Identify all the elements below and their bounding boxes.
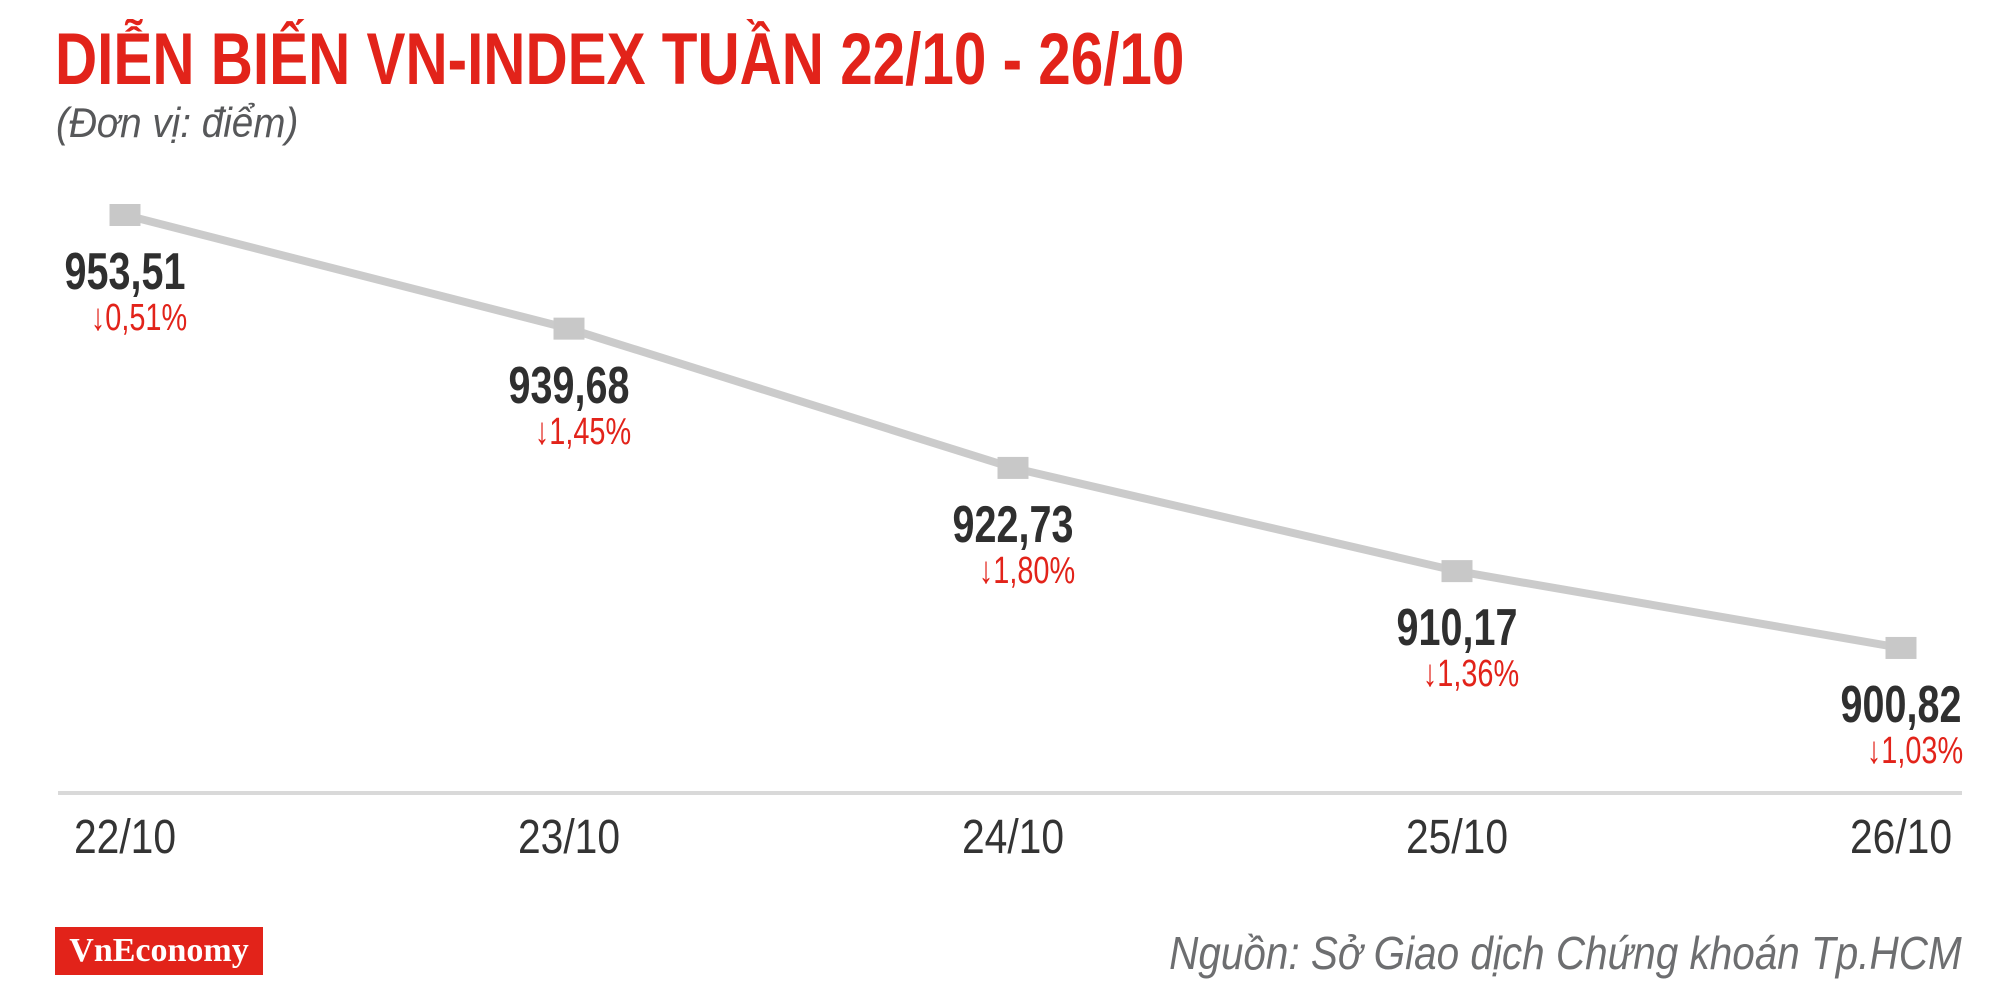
- x-axis-label-26/10: 26/10: [1849, 811, 1953, 864]
- data-point-marker-25/10: [1441, 560, 1473, 583]
- x-axis-label-24/10: 24/10: [961, 811, 1065, 864]
- change-label-26/10: ↓1,03%: [1866, 729, 1964, 772]
- change-label-24/10: ↓1,80%: [978, 549, 1076, 592]
- chart-title: DIỄN BIẾN VN-INDEX TUẦN 22/10 - 26/10: [55, 19, 1185, 100]
- data-point-marker-24/10: [997, 456, 1029, 479]
- x-axis-line: [58, 791, 1962, 795]
- x-axis-label-22/10: 22/10: [73, 811, 177, 864]
- change-label-25/10: ↓1,36%: [1422, 653, 1520, 696]
- change-label-22/10: ↓0,51%: [90, 297, 188, 339]
- vneconomy-logo-text: VnEconomy: [69, 932, 249, 969]
- value-label-22/10: 953,51: [64, 243, 186, 301]
- vneconomy-logo: VnEconomy: [55, 927, 263, 975]
- source-note: Nguồn: Sở Giao dịch Chứng khoán Tp.HCM: [1169, 927, 1962, 979]
- change-label-23/10: ↓1,45%: [534, 410, 632, 453]
- x-axis-label-23/10: 23/10: [517, 811, 621, 864]
- value-label-26/10: 900,82: [1840, 675, 1962, 734]
- data-point-marker-26/10: [1885, 636, 1917, 659]
- chart-unit-note: (Đơn vị: điểm): [56, 99, 299, 146]
- value-label-23/10: 939,68: [508, 356, 630, 415]
- value-label-24/10: 922,73: [952, 495, 1074, 554]
- value-label-25/10: 910,17: [1396, 599, 1518, 658]
- data-point-marker-22/10: [109, 204, 141, 226]
- x-axis-label-25/10: 25/10: [1405, 811, 1509, 864]
- data-point-marker-23/10: [553, 317, 585, 340]
